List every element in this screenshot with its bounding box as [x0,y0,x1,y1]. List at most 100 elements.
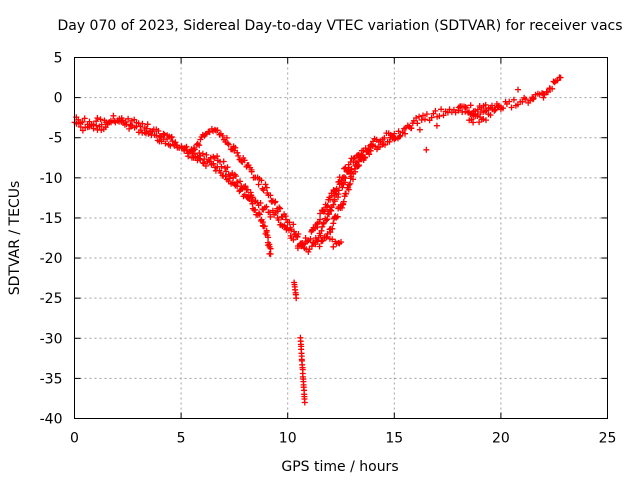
y-tick-label: -20 [40,251,63,267]
data-point [263,203,270,210]
data-point [185,153,192,160]
data-point [139,120,146,127]
y-tick-label: -40 [40,412,63,428]
data-point [168,133,175,140]
data-point [455,107,462,114]
data-point [343,190,349,197]
data-point [272,198,279,205]
data-point [329,192,335,199]
data-point [482,101,489,108]
data-point [307,235,314,242]
data-point [255,181,262,188]
data-point [529,96,536,103]
data-point [326,211,332,218]
data-point [156,133,163,140]
data-point [338,239,344,245]
data-point [340,174,347,181]
data-point [123,121,130,128]
y-tick-label: -5 [49,131,63,147]
data-point [356,162,362,169]
y-tick-label: -10 [40,171,63,187]
data-point [350,155,357,162]
data-point [462,104,469,111]
data-point [214,163,221,170]
data-points [71,74,564,406]
data-point [491,107,498,114]
data-point [242,183,249,190]
data-point [420,112,426,119]
x-axis-label: GPS time / hours [281,459,398,475]
data-point [391,130,398,137]
data-point [267,245,274,252]
data-point [480,116,487,122]
data-point [487,112,494,119]
axis-ticks [74,57,608,419]
data-point [370,142,376,149]
data-point [334,213,341,220]
data-point [293,295,300,302]
data-point [324,216,331,223]
data-point [395,128,402,135]
data-point [324,202,331,209]
data-point [232,144,239,151]
y-axis-label: SDTVAR / TECUs [7,181,23,296]
data-point [219,132,226,139]
data-point [467,102,474,109]
data-point [260,187,267,194]
data-point [258,177,265,184]
data-point [144,121,151,128]
x-tick-labels: 0 5 10 15 20 25 [70,431,616,447]
data-point [339,184,346,191]
data-point [96,123,103,130]
data-point [202,163,209,169]
data-point [295,231,302,237]
data-point [506,98,513,105]
data-point [155,128,162,134]
data-point [327,196,334,203]
data-point [263,184,270,191]
data-point [397,132,404,139]
data-point [231,147,238,154]
data-point [277,205,284,212]
data-point [366,147,372,154]
data-point [79,119,86,125]
data-point [305,248,312,255]
data-point [557,74,564,81]
data-point [316,243,323,250]
data-point [391,136,398,143]
data-point [214,127,221,134]
data-point [224,164,231,171]
data-point [241,157,248,164]
data-point [361,155,368,161]
data-point [133,123,140,130]
data-point [423,146,430,153]
data-point [330,220,337,227]
data-point [252,206,259,213]
data-point [244,186,251,193]
data-point [422,116,428,123]
data-point [125,115,132,122]
data-point [432,107,439,114]
data-point [164,136,171,142]
data-point [286,219,293,226]
data-point [382,141,388,148]
data-point [245,194,252,201]
data-point [301,399,308,406]
data-point [483,107,490,114]
data-point [196,155,203,162]
x-tick-label: 10 [279,431,297,447]
data-point [470,119,477,126]
data-point [522,96,529,103]
data-point [235,152,242,159]
data-point [317,216,323,223]
data-point [137,127,144,134]
data-point [545,89,551,96]
data-point [483,117,489,124]
data-point [224,140,231,147]
data-point [428,114,435,121]
data-point [492,106,499,113]
data-point [275,217,282,223]
data-point [222,173,229,180]
data-point [414,120,421,127]
